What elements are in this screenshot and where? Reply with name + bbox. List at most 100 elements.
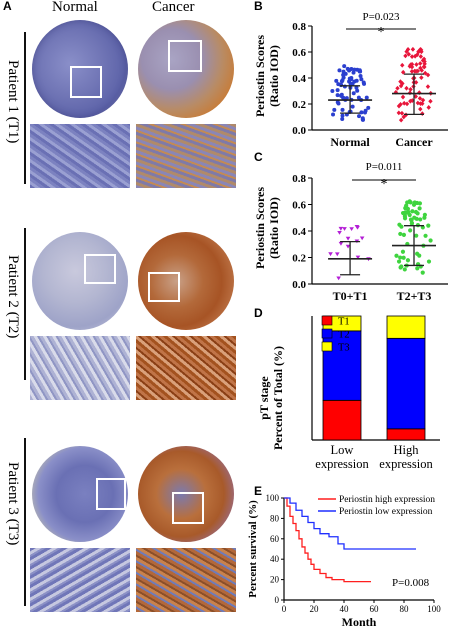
panel-e-axes: 0 20 40 60 80 100 0 20 40 60 80 100 Month Percent sur… bbox=[247, 493, 441, 629]
data-point bbox=[426, 105, 431, 110]
data-point bbox=[341, 69, 346, 74]
y-tick-label: 0 bbox=[275, 595, 280, 605]
data-point bbox=[418, 65, 423, 71]
y-tick-label: 60 bbox=[270, 534, 280, 544]
data-point bbox=[341, 75, 346, 80]
data-point bbox=[354, 78, 359, 83]
data-point bbox=[405, 46, 411, 52]
data-point bbox=[410, 46, 416, 52]
data-point bbox=[400, 62, 405, 68]
data-point bbox=[412, 53, 418, 59]
data-point bbox=[340, 107, 345, 112]
data-point bbox=[363, 110, 368, 115]
x-tick-label: 80 bbox=[400, 604, 410, 614]
data-point bbox=[420, 270, 425, 275]
bar-t1 bbox=[322, 399, 362, 441]
data-point bbox=[407, 212, 412, 218]
data-point bbox=[425, 72, 431, 78]
patient-2-label: Patient 2 (T2) bbox=[5, 255, 21, 339]
y-tick-label: 40 bbox=[270, 554, 280, 564]
panel-e-pvalue: P=0.008 bbox=[392, 577, 430, 589]
data-point bbox=[408, 217, 414, 222]
data-point bbox=[342, 64, 347, 69]
data-point bbox=[340, 113, 345, 118]
data-point bbox=[331, 112, 336, 117]
p3-normal-core-image bbox=[30, 444, 130, 544]
x-category-label: High bbox=[394, 443, 420, 457]
data-point bbox=[398, 231, 403, 237]
p2-cancer-zoom-image bbox=[136, 336, 236, 400]
panel-d-ylabel-2: Percent of Total (%) bbox=[271, 346, 285, 450]
panel-e-plot bbox=[284, 497, 416, 583]
p1-cancer-zoom-image bbox=[136, 124, 236, 188]
panel-b-star: * bbox=[378, 25, 385, 40]
data-point bbox=[425, 84, 431, 90]
bar-t2 bbox=[322, 330, 362, 401]
x-category-label: expression bbox=[379, 457, 433, 471]
bar-t1 bbox=[386, 428, 426, 441]
panel-d-chart: pT stage Percent of Total (%) Lowexpress… bbox=[257, 315, 440, 471]
data-point bbox=[415, 68, 421, 74]
data-point bbox=[415, 266, 420, 271]
x-tick-label: 100 bbox=[427, 604, 441, 614]
panel-c-pvalue: P=0.011 bbox=[366, 161, 403, 173]
data-point bbox=[399, 224, 404, 229]
legend-label: Periostin low expression bbox=[339, 507, 433, 517]
data-point bbox=[355, 225, 360, 230]
p1-cancer-core-image bbox=[136, 18, 236, 120]
data-point bbox=[401, 100, 407, 106]
data-point bbox=[420, 111, 425, 117]
data-point bbox=[404, 210, 409, 215]
data-point bbox=[414, 216, 419, 221]
survival-curve-high bbox=[284, 497, 371, 583]
data-point bbox=[350, 104, 355, 109]
data-point bbox=[364, 95, 369, 100]
panel-d-legend: T1 T2 T3 bbox=[321, 315, 350, 354]
data-point bbox=[411, 202, 417, 207]
data-point bbox=[348, 82, 353, 87]
survival-curve-low bbox=[284, 497, 416, 550]
panel-d-plot bbox=[322, 315, 426, 441]
data-point bbox=[345, 66, 350, 71]
x-tick-label: 60 bbox=[370, 604, 380, 614]
data-point bbox=[418, 61, 423, 66]
data-point bbox=[359, 110, 364, 115]
y-tick-label: 0.2 bbox=[292, 99, 306, 111]
data-point bbox=[417, 253, 422, 258]
data-point bbox=[408, 62, 413, 68]
data-point bbox=[395, 85, 400, 91]
panel-b-ylabel-2: (Ratio IOD) bbox=[267, 45, 281, 107]
data-point bbox=[335, 88, 340, 93]
data-point bbox=[335, 93, 340, 98]
legend-swatch bbox=[321, 315, 333, 326]
data-point bbox=[336, 276, 341, 281]
data-point bbox=[409, 64, 415, 70]
data-point bbox=[400, 249, 406, 254]
data-point bbox=[419, 49, 424, 55]
p3-normal-zoom-image bbox=[30, 548, 130, 612]
data-point bbox=[415, 100, 421, 106]
data-point bbox=[398, 117, 404, 123]
p2-normal-zoom-image bbox=[30, 336, 130, 400]
data-point bbox=[426, 259, 432, 264]
data-point bbox=[359, 236, 365, 241]
data-point bbox=[356, 95, 361, 100]
y-tick-label: 0.2 bbox=[292, 253, 306, 265]
data-point bbox=[401, 232, 407, 237]
data-point bbox=[413, 79, 419, 85]
x-category-label: Normal bbox=[330, 135, 370, 149]
legend-label: T2 bbox=[338, 330, 350, 341]
bar-t2 bbox=[386, 337, 426, 430]
p2-normal-core-image bbox=[30, 230, 130, 332]
data-point bbox=[415, 211, 420, 216]
x-category-label: Low bbox=[331, 443, 354, 457]
data-point bbox=[401, 255, 406, 260]
data-point bbox=[405, 258, 411, 263]
patient-1-label: Patient 1 (T1) bbox=[5, 60, 21, 144]
legend-label: Periostin high expression bbox=[339, 495, 435, 505]
data-point bbox=[416, 49, 421, 55]
data-point bbox=[414, 233, 419, 238]
data-point bbox=[359, 77, 364, 82]
data-point bbox=[408, 87, 413, 92]
data-point bbox=[409, 221, 414, 226]
